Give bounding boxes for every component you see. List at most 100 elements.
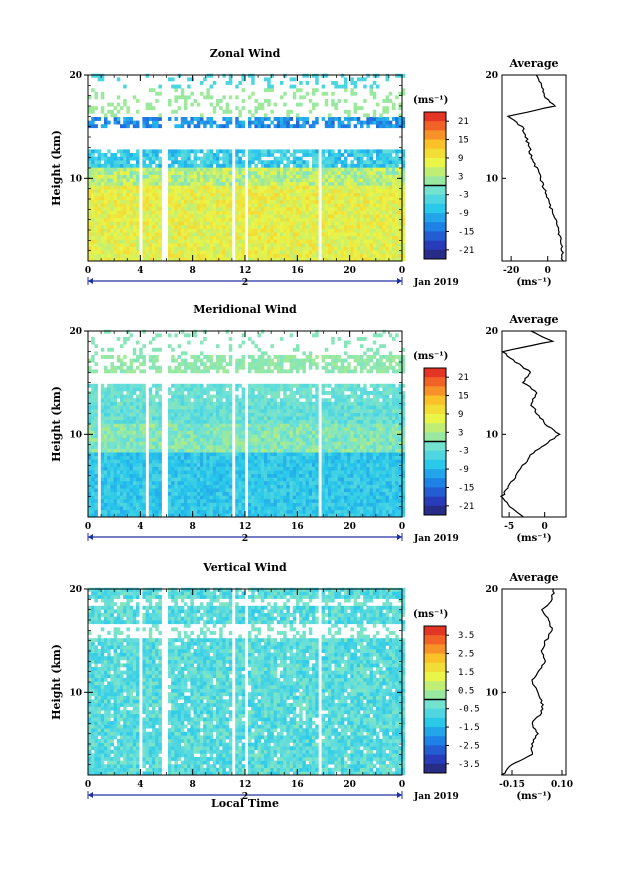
- heatmap-cell: [331, 120, 335, 125]
- heatmap-cell: [212, 189, 217, 193]
- heatmap-cell: [340, 174, 345, 179]
- heatmap-cell: [139, 477, 143, 482]
- heatmap-cell: [174, 149, 178, 154]
- heatmap-cell: [174, 99, 178, 103]
- heatmap-cell: [113, 405, 118, 410]
- heatmap-cell: [177, 423, 182, 428]
- heatmap-cell: [369, 253, 374, 258]
- heatmap-cell: [177, 499, 182, 503]
- heatmap-cell: [168, 448, 172, 453]
- heatmap-cell: [398, 156, 402, 161]
- heatmap-cell: [251, 228, 255, 233]
- heatmap-cell: [324, 181, 329, 186]
- heatmap-cell: [200, 484, 204, 489]
- heatmap-cell: [193, 499, 198, 503]
- heatmap-cell: [206, 466, 210, 471]
- heatmap-cell: [158, 430, 162, 435]
- heatmap-cell: [216, 430, 220, 435]
- heatmap-cell: [148, 506, 153, 511]
- heatmap-cell: [235, 225, 239, 229]
- heatmap-cell: [376, 153, 380, 157]
- heatmap-cell: [180, 455, 185, 460]
- heatmap-cell: [142, 120, 146, 125]
- heatmap-cell: [222, 207, 226, 211]
- heatmap-cell: [88, 416, 92, 421]
- heatmap-cell: [366, 73, 370, 78]
- heatmap-cell: [158, 463, 162, 467]
- heatmap-cell: [334, 207, 338, 211]
- heatmap-cell: [104, 257, 108, 262]
- heatmap-cell: [152, 466, 156, 471]
- heatmap-cell: [110, 509, 114, 514]
- heatmap-cell: [110, 207, 114, 211]
- heatmap-cell: [187, 362, 191, 367]
- heatmap-cell: [248, 178, 252, 183]
- heatmap-cell: [136, 246, 140, 251]
- heatmap-cell: [331, 225, 335, 229]
- heatmap-cell: [180, 228, 185, 233]
- heatmap-cell: [174, 117, 178, 121]
- heatmap-cell: [136, 124, 140, 129]
- heatmap-cell: [94, 199, 98, 204]
- heatmap-cell: [184, 171, 188, 175]
- heatmap-cell: [308, 253, 313, 258]
- heatmap-cell: [241, 199, 246, 204]
- heatmap-cell: [289, 167, 294, 172]
- heatmap-cell: [200, 437, 204, 442]
- heatmap-cell: [193, 459, 198, 464]
- heatmap-cell: [177, 506, 182, 511]
- heatmap-cell: [382, 156, 386, 161]
- heatmap-cell: [321, 156, 326, 161]
- heatmap-cell: [158, 383, 162, 388]
- heatmap-cell: [120, 470, 124, 475]
- heatmap-cell: [248, 192, 252, 197]
- heatmap-cell: [216, 488, 220, 493]
- heatmap-cell: [152, 495, 156, 500]
- heatmap-cell: [196, 228, 201, 233]
- heatmap-cell: [206, 156, 210, 161]
- heatmap-cell: [353, 196, 358, 201]
- heatmap-cell: [363, 207, 367, 211]
- heatmap-cell: [360, 203, 364, 208]
- heatmap-cell: [196, 495, 201, 500]
- heatmap-cell: [254, 171, 258, 175]
- heatmap-cell: [100, 506, 105, 511]
- heatmap-cell: [321, 221, 326, 226]
- heatmap-cell: [190, 409, 194, 413]
- heatmap-cell: [193, 463, 198, 467]
- heatmap-cell: [257, 225, 262, 229]
- heatmap-cell: [206, 481, 210, 485]
- heatmap-cell: [148, 394, 153, 399]
- heatmap-cell: [212, 239, 217, 244]
- heatmap-cell: [196, 477, 201, 482]
- heatmap-cell: [305, 160, 310, 165]
- heatmap-cell: [171, 178, 175, 183]
- heatmap-cell: [100, 178, 105, 183]
- heatmap-cell: [369, 203, 374, 208]
- heatmap-cell: [203, 365, 207, 370]
- heatmap-cell: [100, 473, 105, 478]
- heatmap-cell: [372, 235, 377, 240]
- heatmap-cell: [209, 117, 214, 121]
- heatmap-cell: [171, 430, 175, 435]
- heatmap-cell: [302, 189, 306, 193]
- heatmap-cell: [145, 174, 150, 179]
- heatmap-cell: [123, 416, 127, 421]
- heatmap-cell: [296, 214, 300, 219]
- heatmap-cell: [254, 253, 258, 258]
- heatmap-cell: [251, 221, 255, 226]
- heatmap-cell: [302, 196, 306, 201]
- heatmap-cell: [299, 235, 303, 240]
- heatmap-cell: [401, 120, 406, 125]
- heatmap-cell: [315, 171, 319, 175]
- heatmap-cell: [158, 199, 162, 204]
- heatmap-cell: [200, 228, 204, 233]
- heatmap-cell: [94, 477, 98, 482]
- heatmap-cell: [94, 509, 98, 514]
- heatmap-cell: [385, 178, 390, 183]
- heatmap-cell: [308, 189, 313, 193]
- heatmap-cell: [193, 239, 198, 244]
- heatmap-cell: [366, 120, 370, 125]
- heatmap-cell: [209, 171, 214, 175]
